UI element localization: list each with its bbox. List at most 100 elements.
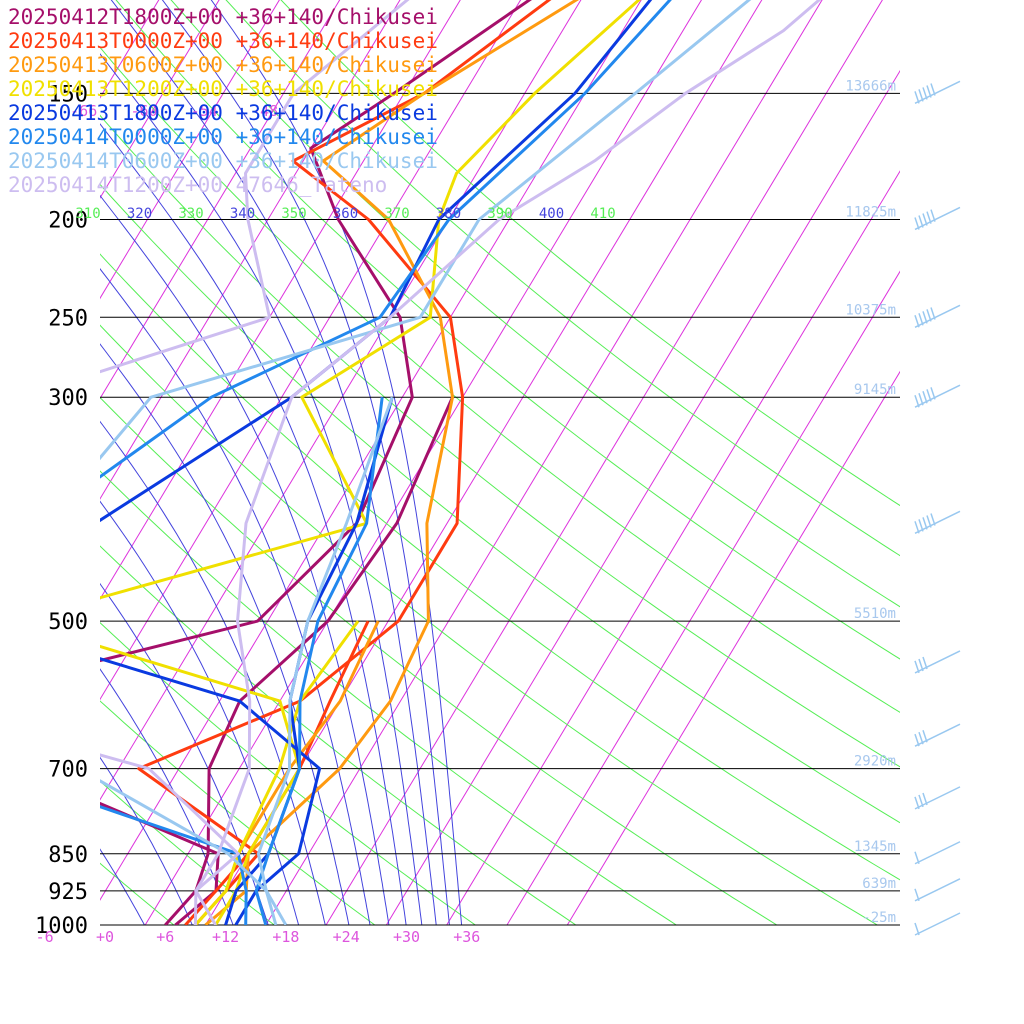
isotherm-line — [446, 170, 900, 925]
pressure-label-150: 150 — [48, 82, 88, 107]
wind-barb-flag — [914, 733, 920, 747]
theta-label: 360 — [333, 206, 358, 222]
wind-barb-flag — [922, 517, 928, 530]
x-tick-label: +6 — [156, 928, 174, 946]
legend-entry-7: 20250414T0600Z+00 +36+140/Chikusei — [8, 149, 438, 173]
theta-label: 340 — [230, 206, 255, 222]
wind-barb-shaft — [914, 878, 961, 902]
dry-adiabat-line — [100, 183, 900, 824]
wind-barb-flag — [914, 217, 920, 230]
x-tick-label: +0 — [96, 928, 114, 946]
dry-adiabat-line — [225, 0, 900, 557]
wind-barb-flag — [914, 796, 920, 810]
wind-barb — [914, 723, 961, 747]
wind-barb-flag — [918, 393, 924, 406]
isotherm-line — [205, 0, 763, 925]
wind-barb — [914, 841, 961, 865]
legend-entry-1: 20250412T1800Z+00 +36+140/Chikusei — [8, 5, 438, 29]
height-label: 639m — [862, 876, 896, 892]
wind-barb-flag — [922, 792, 928, 806]
theta-label: 390 — [487, 206, 512, 222]
dry-adiabat-line — [100, 324, 878, 925]
height-label: 9145m — [854, 382, 896, 398]
height-label: -25m — [862, 910, 896, 926]
wind-barb-flag — [918, 215, 924, 228]
wind-barb-shaft — [914, 384, 961, 408]
wind-barb-shaft — [914, 723, 961, 747]
theta-label: 350 — [281, 206, 306, 222]
wind-barb-shaft — [914, 510, 961, 534]
x-tick-label: +12 — [212, 928, 239, 946]
theta-label: 400 — [539, 206, 564, 222]
wind-barb-flag — [930, 387, 936, 400]
temperature-line-1 — [100, 0, 532, 925]
wind-barb-flag — [922, 391, 928, 404]
dry-adiabat-lines — [100, 0, 900, 925]
isotherm-line — [265, 0, 823, 925]
theta-label: 310 — [75, 206, 100, 222]
theta-label: 380 — [436, 206, 461, 222]
wind-barbs — [914, 80, 961, 936]
isotherm-line — [325, 0, 883, 925]
height-label: 2920m — [854, 754, 896, 770]
isotherm-line — [100, 0, 341, 400]
dry-adiabat-line — [280, 0, 900, 507]
legend-entry-4: 20250413T1200Z+00 +36+140/Chikusei — [8, 77, 438, 101]
wind-barb-flag — [930, 307, 936, 320]
wind-barb-flag — [930, 83, 936, 96]
legend-entry-6: 20250414T0000Z+00 +36+140/Chikusei — [8, 125, 438, 149]
dry-adiabat-line — [100, 396, 778, 925]
wind-barb-flag — [922, 213, 928, 226]
isotherm-line — [506, 270, 900, 925]
wind-barb-shaft — [914, 841, 961, 865]
isotherm-line — [100, 0, 461, 601]
temperature-line-2 — [137, 0, 552, 925]
wind-barb-flag — [926, 211, 932, 224]
wind-barb-shaft — [914, 206, 961, 231]
isotherm-line — [100, 0, 522, 701]
isobars — [100, 92, 900, 926]
isotherm-label: -60 — [130, 102, 157, 120]
wind-barb-shaft — [914, 786, 961, 810]
wind-barb-flag — [914, 521, 920, 534]
wind-barb-flag — [914, 888, 920, 902]
wind-barb — [914, 786, 961, 810]
wind-barb-flag — [914, 851, 920, 864]
theta-label: 370 — [384, 206, 409, 222]
x-tick-label: -6 — [36, 928, 54, 946]
wind-barb — [914, 384, 961, 408]
dry-adiabat-line — [100, 253, 900, 881]
legend-entry-8: 20250414T1200Z+00 47646_Tateno — [8, 173, 387, 197]
wind-barb-flag — [914, 91, 920, 104]
wind-barb — [914, 510, 961, 534]
height-label: 5510m — [854, 606, 896, 622]
dry-adiabat-line — [100, 545, 577, 925]
wind-barb — [914, 878, 961, 902]
theta-label: 410 — [590, 206, 615, 222]
height-label: 11825m — [845, 204, 896, 220]
wind-barb-flag — [914, 660, 920, 674]
pressure-label-1000: 1000 — [35, 914, 88, 939]
wind-barb-flag — [914, 922, 920, 936]
pressure-label-300: 300 — [48, 386, 88, 411]
wind-barb-flag — [918, 731, 924, 745]
soundings — [100, 0, 822, 925]
height-label: 1345m — [854, 839, 896, 855]
wind-barb-flag — [922, 730, 928, 743]
wind-barb-flag — [926, 309, 932, 322]
wind-barb-flag — [930, 209, 936, 222]
pressure-label-500: 500 — [48, 610, 88, 635]
wind-barb-shaft — [914, 650, 961, 674]
isotherm-line — [144, 0, 703, 925]
wind-barb-flag — [918, 89, 924, 102]
legend-entry-3: 20250413T0600Z+00 +36+140/Chikusei — [8, 53, 438, 77]
dry-adiabat-line — [100, 470, 677, 925]
temperature-line-4 — [100, 0, 642, 925]
wind-barb-flag — [930, 513, 936, 526]
x-tick-label: +36 — [453, 928, 480, 946]
dewpoint-line-5 — [224, 396, 394, 925]
temperature-line-7 — [100, 0, 752, 925]
isotherm-line — [566, 370, 900, 925]
dry-adiabat-line — [100, 46, 900, 713]
x-tick-label: +18 — [272, 928, 299, 946]
